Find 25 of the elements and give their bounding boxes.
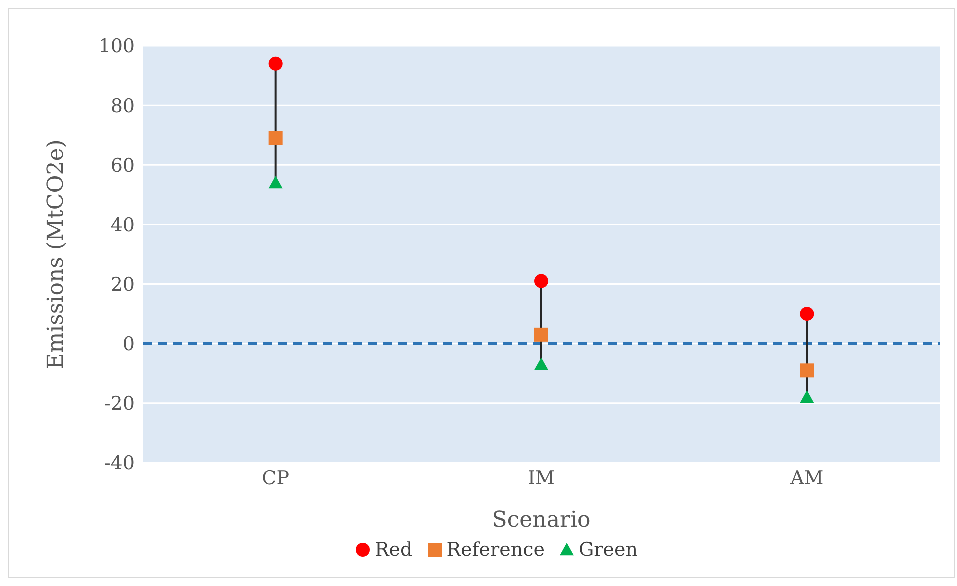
y-tick-label: 20 xyxy=(110,274,135,296)
x-axis-title: Scenario xyxy=(492,508,591,533)
y-tick-label: -20 xyxy=(104,393,135,416)
point xyxy=(268,176,283,189)
point xyxy=(534,274,548,288)
x-tick-label: IM xyxy=(528,467,555,490)
y-tick-label: 80 xyxy=(110,95,135,118)
y-axis-title: Emissions (MtCO2e) xyxy=(44,140,69,370)
point xyxy=(800,364,814,378)
point xyxy=(268,131,283,146)
legend-label: Red xyxy=(374,539,413,561)
legend-label: Reference xyxy=(446,539,545,561)
x-tick-label: CP xyxy=(262,467,290,490)
legend-label: Green xyxy=(578,539,638,561)
y-tick-label: 40 xyxy=(110,214,135,236)
point xyxy=(800,307,814,322)
x-tick-label: AM xyxy=(790,467,824,490)
y-tick-label: -40 xyxy=(104,452,135,475)
y-tick-label: 0 xyxy=(122,334,135,356)
point xyxy=(268,56,283,71)
point xyxy=(800,390,814,404)
point xyxy=(534,328,548,342)
point xyxy=(534,358,548,370)
y-tick-label: 100 xyxy=(98,36,135,58)
y-tick-label: 60 xyxy=(110,154,135,177)
